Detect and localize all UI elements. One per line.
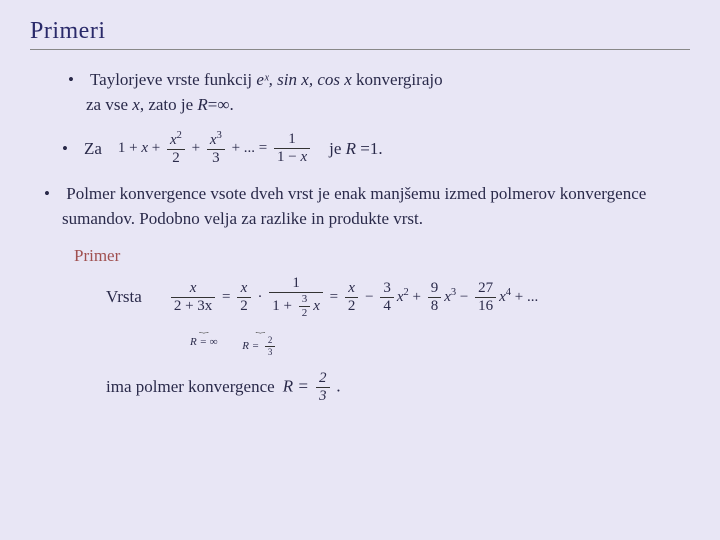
final-text: ima polmer konvergence (106, 377, 275, 397)
text: , zato je (140, 95, 198, 114)
lbl: R = ∞ (190, 336, 217, 348)
za-label: Za (84, 139, 102, 159)
brace-1: ⏟ R = ∞ (190, 327, 217, 348)
t: =1. (356, 139, 383, 158)
n: 1 (269, 276, 323, 293)
var-r: R (197, 95, 207, 114)
final-formula: R = 23 . (283, 371, 341, 404)
bullet-dot: • (44, 182, 62, 207)
d: 2 + 3x (174, 298, 212, 314)
t: 1 + (118, 140, 141, 156)
d: 3 (316, 388, 330, 404)
t: + (192, 140, 204, 156)
text: =∞. (208, 95, 234, 114)
slide-title: Primeri (30, 18, 690, 45)
n: x (345, 281, 359, 298)
n: 3 (380, 281, 394, 298)
bullet-polmer: • Polmer konvergence vsote dveh vrst je … (30, 182, 690, 231)
n: 2 (316, 371, 330, 388)
var-x: x (132, 95, 140, 114)
n: x (171, 281, 215, 298)
d: 2 (299, 307, 311, 319)
n: x (237, 281, 251, 298)
text: za vse (86, 95, 132, 114)
n: 3 (299, 294, 311, 307)
t: 1 + (272, 298, 295, 314)
title-underline (30, 49, 690, 50)
bullet-dot: • (62, 139, 68, 159)
d: 4 (380, 298, 394, 314)
n: 9 (428, 281, 442, 298)
underbrace-row: ⏟ R = ∞ ⏟ R = 23 (30, 327, 690, 357)
t: R = (242, 340, 262, 352)
bullet-taylor: • Taylorjeve vrste funkcij eˣ, sin x, co… (30, 68, 690, 117)
primer-heading: Primer (30, 246, 690, 266)
t: + (152, 140, 164, 156)
t: 1 − (277, 149, 300, 165)
d: 2 (237, 298, 251, 314)
d: 16 (475, 298, 496, 314)
je-part: je R =1. (329, 139, 383, 159)
geometric-series: 1 + x + x22 + x33 + ... = 11 − x (118, 131, 313, 166)
num: 1 (274, 132, 310, 149)
t: je (329, 139, 346, 158)
example-expansion: Vrsta x2 + 3x = x2 · 1 1 + 32x = x2 − 34… (30, 276, 690, 319)
expansion-formula: x2 + 3x = x2 · 1 1 + 32x = x2 − 34x2 + 9… (168, 276, 538, 319)
func-list: eˣ, sin x, cos x (256, 70, 351, 89)
text: Taylorjeve vrste funkcij (90, 70, 256, 89)
bullet-geometric: • Za 1 + x + x22 + x33 + ... = 11 − x je… (30, 131, 690, 166)
text: Polmer konvergence vsote dveh vrst je en… (62, 184, 646, 228)
n: 27 (475, 281, 496, 298)
d: 2 (345, 298, 359, 314)
d: 3 (265, 347, 276, 357)
brace-2: ⏟ R = 23 (242, 327, 278, 357)
n: 2 (265, 336, 276, 347)
final-statement: ima polmer konvergence R = 23 . (30, 371, 690, 404)
d: 8 (428, 298, 442, 314)
text: konvergirajo (352, 70, 443, 89)
bullet-dot: • (68, 68, 86, 93)
t: R = (283, 376, 313, 395)
t: + ... = (232, 140, 271, 156)
vrsta-label: Vrsta (106, 287, 142, 307)
